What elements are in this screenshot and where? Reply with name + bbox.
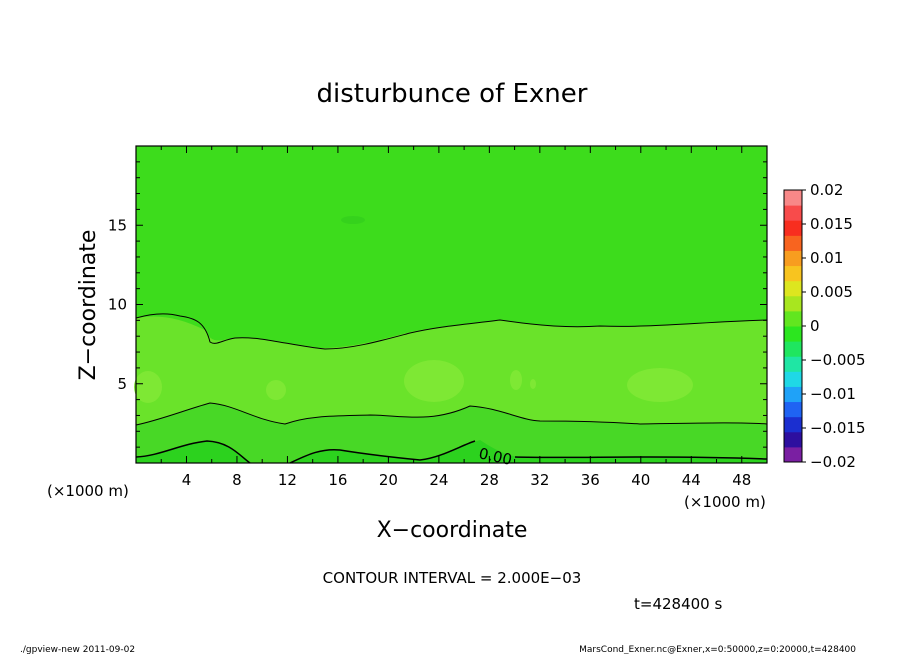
contour-line (135, 440, 251, 464)
colorbar-segment (784, 416, 802, 433)
contour-line (289, 440, 476, 464)
x-tick-label: 28 (480, 471, 499, 489)
x-tick-label: 36 (581, 471, 600, 489)
colorbar: 0.02 0.015 0.01 0.005 0 −0.005 −0.01 −0.015 −0.0… (783, 181, 866, 471)
colorbar-segment (784, 386, 802, 403)
x-tick-label: 20 (379, 471, 398, 489)
contour-line (135, 313, 768, 350)
colorbar-label: 0.005 (810, 283, 853, 301)
colorbar-label: −0.005 (810, 351, 866, 369)
contour-line (514, 456, 768, 460)
footer-left: ./gpview-new 2011-09-02 (20, 645, 135, 654)
x-tick-label: 8 (232, 471, 242, 489)
x-unit-right: (×1000 m) (684, 493, 766, 511)
colorbar-label: −0.015 (810, 419, 866, 437)
upper-blob (341, 216, 365, 224)
time-label: t=428400 s (634, 595, 722, 613)
y-tick-label: 10 (108, 296, 127, 314)
contour-interval: CONTOUR INTERVAL = 2.000E−03 (323, 569, 582, 587)
colorbar-label: 0.015 (810, 215, 853, 233)
blob (266, 380, 286, 400)
lower-band (136, 403, 767, 463)
chart-title: disturbunce of Exner (317, 79, 588, 109)
plot-area: 0.00 (134, 145, 768, 469)
colorbar-segment (784, 205, 802, 221)
blob (404, 360, 464, 402)
colorbar-segment (784, 235, 802, 251)
colorbar-segment (784, 190, 802, 206)
x-tick-label: 4 (182, 471, 192, 489)
colorbar-segment (784, 280, 802, 297)
colorbar-segment (784, 265, 802, 282)
x-tick-label: 48 (732, 471, 751, 489)
colorbar-label: −0.01 (810, 385, 856, 403)
x-tick-label: 24 (429, 471, 448, 489)
blob (530, 379, 536, 389)
colorbar-label: 0 (810, 317, 820, 335)
colorbar-segment (784, 326, 802, 342)
colorbar-segment (784, 431, 802, 448)
contour-line (135, 402, 768, 426)
colorbar-segment (784, 371, 802, 387)
blob (134, 371, 162, 403)
y-tick-label: 5 (117, 375, 127, 393)
colorbar-segment (784, 310, 802, 327)
colorbar-segment (784, 341, 802, 357)
colorbar-segment (784, 446, 802, 463)
colorbar-segment (784, 295, 802, 312)
colorbar-label: 0.02 (810, 181, 843, 199)
y-axis-label: Z−coordinate (76, 230, 101, 381)
x-axis-label: X−coordinate (377, 518, 528, 543)
x-tick-label: 16 (328, 471, 347, 489)
colorbar-segment (784, 401, 802, 418)
blob (627, 368, 693, 402)
blob-group (134, 360, 693, 403)
blob (510, 370, 522, 390)
x-unit-left: (×1000 m) (47, 482, 129, 500)
footer-right: MarsCond_Exner.nc@Exner,x=0:50000,z=0:20… (579, 645, 856, 654)
x-tick-label: 44 (682, 471, 701, 489)
colorbar-segment (784, 220, 802, 236)
colorbar-segment (784, 250, 802, 267)
colorbar-label: 0.01 (810, 249, 843, 267)
x-tick-label: 40 (631, 471, 650, 489)
y-tick-label: 15 (108, 216, 127, 234)
bottom-patch-left (136, 441, 250, 463)
colorbar-segment (784, 356, 802, 372)
x-tick-label: 12 (278, 471, 297, 489)
x-tick-label: 32 (530, 471, 549, 489)
colorbar-label: −0.02 (810, 453, 856, 471)
